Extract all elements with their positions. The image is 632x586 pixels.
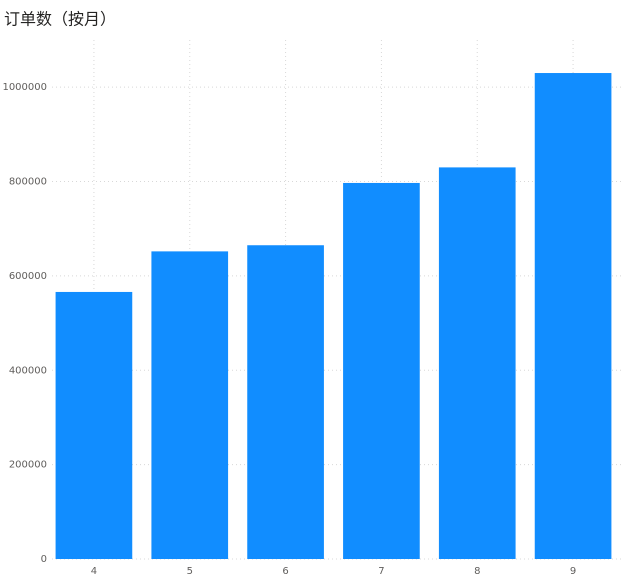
bar [438,167,516,559]
y-tick-label: 0 [41,554,47,565]
bar [151,251,229,559]
bar [343,182,420,559]
bar [247,245,324,559]
y-tick-label: 600000 [9,271,47,282]
y-tick-label: 200000 [9,460,47,471]
x-tick-label: 9 [570,566,576,577]
bar [55,291,133,559]
x-tick-label: 6 [282,566,288,577]
y-tick-label: 1000000 [2,82,47,93]
x-tick-label: 4 [91,566,97,577]
chart-title: 订单数（按月） [4,10,116,29]
y-tick-label: 400000 [9,365,47,376]
x-tick-label: 7 [378,566,384,577]
x-tick-label: 5 [187,566,193,577]
bar [534,73,612,559]
x-tick-label: 8 [474,566,480,577]
y-tick-label: 800000 [9,177,47,188]
